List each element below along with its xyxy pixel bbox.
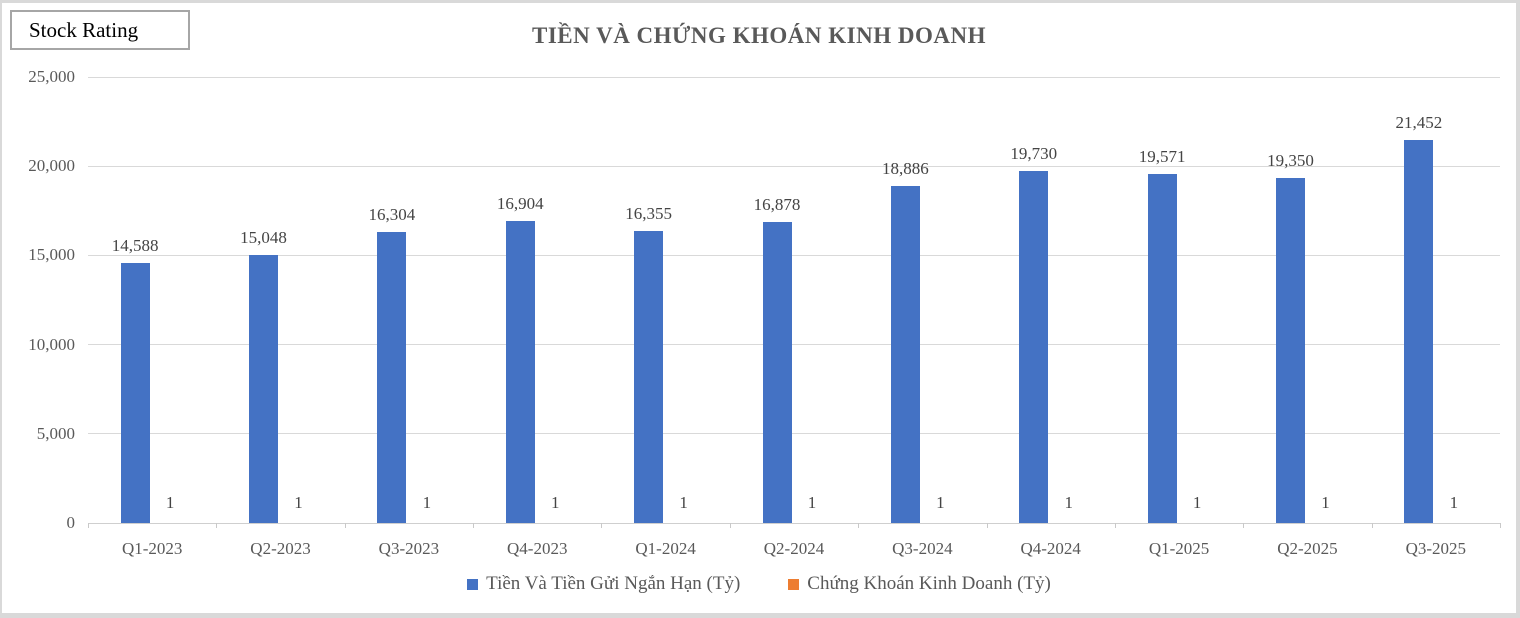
bar-value-label: 16,878 xyxy=(753,194,801,214)
bar-value-label: 16,304 xyxy=(368,205,416,225)
axis-tick xyxy=(1500,523,1501,528)
bar-value-label-small: 1 xyxy=(1449,493,1459,512)
bar-value-label-small: 1 xyxy=(936,493,945,512)
bar-series-1 xyxy=(505,221,535,523)
legend-item-1: Tiền Và Tiền Gửi Ngắn Hạn (Tỷ) xyxy=(467,573,740,595)
bar-series-1 xyxy=(1275,177,1305,523)
x-axis-category-label: Q2-2025 xyxy=(1277,539,1338,558)
stock-rating-badge: Stock Rating xyxy=(10,10,190,50)
bar-value-label: 19,730 xyxy=(1010,144,1058,164)
x-axis-category-label: Q2-2023 xyxy=(250,539,311,558)
bar-series-1 xyxy=(1147,173,1177,523)
bar-value-label: 16,904 xyxy=(496,194,544,214)
bar-series-1 xyxy=(249,254,279,523)
y-axis-tick-label: 15,000 xyxy=(28,245,75,265)
axis-tick xyxy=(858,523,860,528)
bar-value-label: 19,350 xyxy=(1267,150,1314,170)
bar-series-1 xyxy=(1404,140,1434,523)
axis-tick xyxy=(216,523,218,528)
legend-label: Chứng Khoán Kinh Doanh (Tỷ) xyxy=(807,573,1051,594)
axis-tick xyxy=(344,523,346,528)
legend-swatch-icon xyxy=(467,578,479,590)
y-axis-tick-label: 25,000 xyxy=(28,67,75,86)
plot-area: 0 5,000 10,000 15,000 20,000 25,000 14,588 1 Q1-… xyxy=(2,3,1516,613)
bar-series-1 xyxy=(1019,171,1049,523)
y-axis-tick-label: 0 xyxy=(66,513,76,532)
x-axis-line xyxy=(88,522,1500,524)
bar-value-label-small: 1 xyxy=(422,493,432,512)
x-axis-category-label: Q2-2024 xyxy=(763,539,825,558)
legend-item-2: Chứng Khoán Kinh Doanh (Tỷ) xyxy=(788,573,1051,595)
axis-tick xyxy=(986,523,988,528)
bar-value-label: 16,355 xyxy=(625,204,672,224)
gridline xyxy=(88,254,1500,256)
bar-value-label: 21,452 xyxy=(1395,113,1443,133)
chart-title: TIỀN VÀ CHỨNG KHOÁN KINH DOANH xyxy=(532,23,986,48)
bar-value-label-small: 1 xyxy=(551,493,560,512)
bar-value-label-small: 1 xyxy=(679,493,688,512)
bar-value-label-small: 1 xyxy=(1192,493,1202,512)
gridline xyxy=(88,433,1500,435)
bar-value-label-small: 1 xyxy=(807,493,817,512)
axis-tick xyxy=(88,523,89,528)
axis-tick xyxy=(473,523,475,528)
axis-tick xyxy=(1371,523,1373,528)
y-axis-tick-label: 10,000 xyxy=(28,334,75,354)
x-axis-category-label: Q3-2024 xyxy=(892,539,953,558)
y-axis-tick-label: 20,000 xyxy=(28,156,75,176)
bar-series-1 xyxy=(762,221,792,523)
x-axis-category-label: Q1-2023 xyxy=(121,539,183,558)
bar-series-1 xyxy=(890,186,920,523)
axis-tick xyxy=(601,523,603,528)
x-axis-category-label: Q4-2024 xyxy=(1020,539,1081,558)
x-axis-category-label: Q1-2024 xyxy=(635,539,696,558)
bar-series-1 xyxy=(120,262,150,523)
gridline xyxy=(88,165,1500,167)
bar-value-label-small: 1 xyxy=(1321,493,1330,512)
bar-series-1 xyxy=(634,231,664,523)
bar-value-label: 18,886 xyxy=(881,159,929,179)
bar-value-label-small: 1 xyxy=(294,493,303,512)
axis-tick xyxy=(1243,523,1245,528)
bar-value-label: 14,588 xyxy=(111,235,159,255)
bar-value-label: 15,048 xyxy=(240,227,287,247)
x-axis-category-label: Q1-2025 xyxy=(1148,539,1210,558)
axis-tick xyxy=(1114,523,1116,528)
x-axis-category-label: Q3-2023 xyxy=(378,539,440,558)
axis-tick xyxy=(729,523,731,528)
y-axis-tick-label: 5,000 xyxy=(36,423,75,443)
bar-value-label-small: 1 xyxy=(1064,493,1073,512)
x-axis-category-label: Q3-2025 xyxy=(1405,539,1467,558)
legend: Tiền Và Tiền Gửi Ngắn Hạn (Tỷ) Chứng Khoá… xyxy=(2,573,1516,595)
x-axis-category-label: Q4-2023 xyxy=(507,539,568,558)
legend-label: Tiền Và Tiền Gửi Ngắn Hạn (Tỷ) xyxy=(486,573,741,594)
bar-value-label: 19,571 xyxy=(1138,146,1186,166)
bar-value-label-small: 1 xyxy=(165,493,175,512)
bar-series-1 xyxy=(377,232,407,523)
gridline xyxy=(88,76,1500,78)
legend-swatch-icon xyxy=(788,578,800,590)
gridline xyxy=(88,344,1500,346)
